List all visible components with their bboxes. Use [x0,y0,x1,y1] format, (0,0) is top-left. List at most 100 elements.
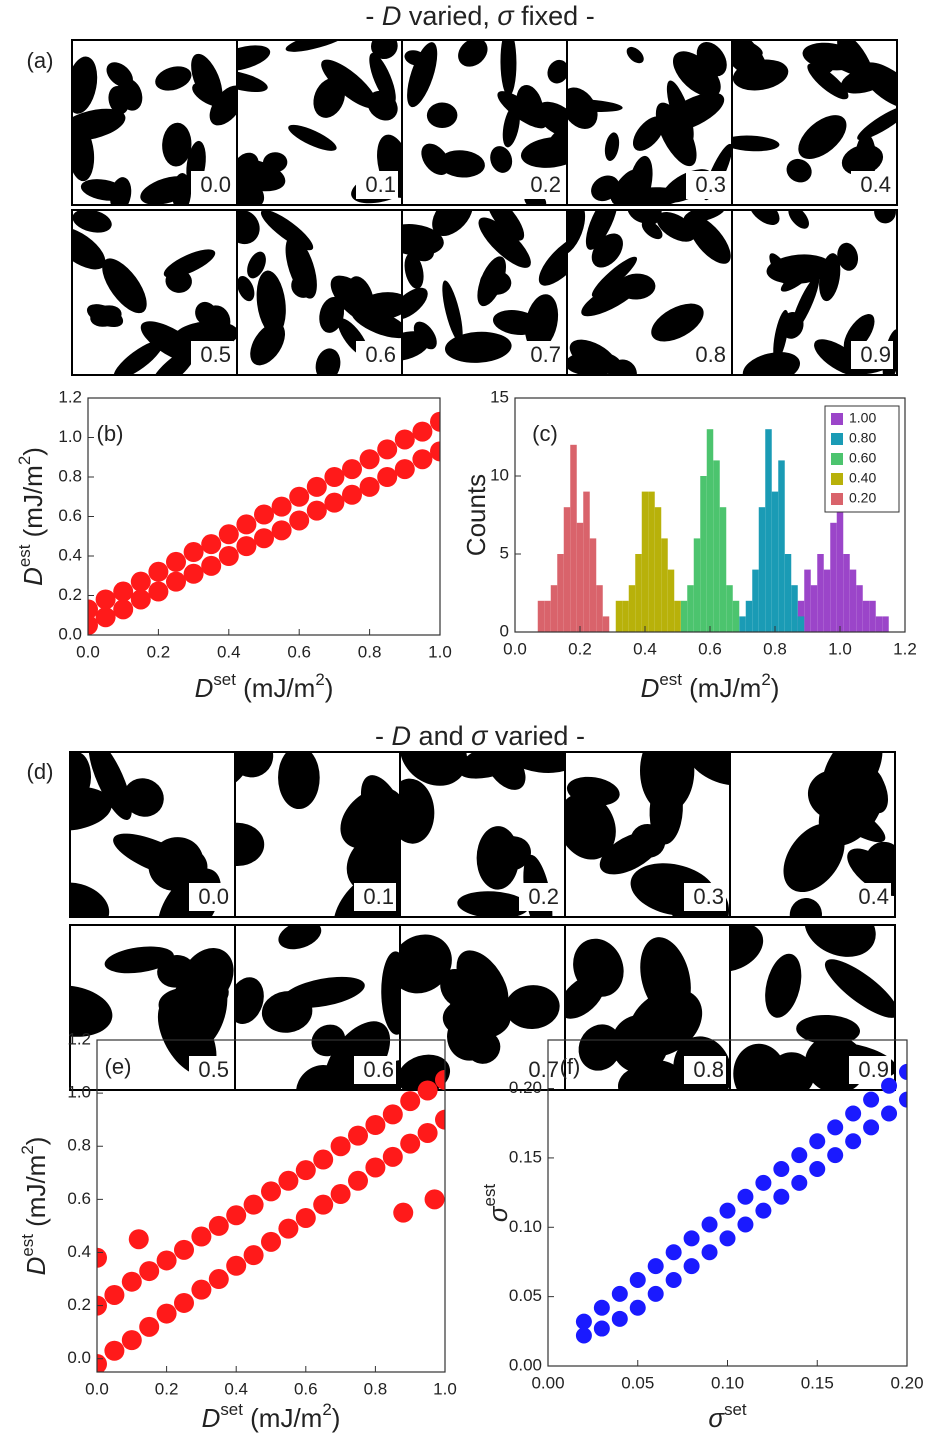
y-tick-label: 0.6 [67,1189,91,1208]
legend-swatch [831,493,843,505]
label-part: 2 [18,1145,37,1154]
point [719,1230,736,1247]
point [412,449,433,470]
point [271,496,292,517]
domain [432,210,474,236]
domain-image [732,40,897,205]
y-tick-label: 1.0 [58,427,82,446]
domain [72,56,98,114]
panel-label: (d) [27,759,54,784]
y-tick-label: 10 [490,465,509,484]
domain [688,215,731,264]
point [113,581,134,602]
point [148,561,169,582]
legend-swatch [831,433,843,445]
tile-label: 0.9 [860,342,891,367]
tile-border [731,39,898,206]
plot-frame [96,1039,446,1373]
point [191,1226,212,1247]
point [174,1292,194,1313]
domain [798,115,847,159]
tile-label-bg [684,883,726,911]
hist-bar [713,460,720,632]
domain [860,62,897,110]
point [306,500,327,521]
domain [261,991,313,1033]
point [382,1146,403,1167]
legend-label: 0.20 [849,490,876,506]
point [827,1119,844,1136]
y-tick-label: 0.8 [67,1136,91,1155]
point [208,1269,229,1290]
hist-bar [830,522,837,632]
domain [813,52,836,75]
hist-bar [765,429,772,632]
point [330,1136,351,1157]
domain [295,1065,344,1090]
tile-label-bg [189,883,231,911]
point [899,1091,907,1108]
point [243,1194,264,1215]
domain [330,275,383,325]
point [121,1330,142,1351]
domain [502,104,520,148]
tile-label-bg [356,171,398,199]
y-tick-label: 0.4 [58,545,82,564]
y-tick-label: 1.2 [58,387,82,406]
domain [80,179,127,201]
domain [816,794,886,843]
point [88,615,98,635]
domain-image [72,40,237,205]
domain [578,1024,622,1071]
point [665,1271,682,1288]
domain [256,270,286,336]
point [271,520,292,541]
point [809,1161,826,1178]
domain [789,898,822,917]
domain [179,948,234,1009]
hist-bar [537,600,545,632]
tile-label: 0.4 [858,884,889,909]
domain [247,251,266,279]
point [95,607,116,628]
hist-bar [882,616,889,632]
panel-label: (c) [532,421,558,446]
domain [627,155,653,205]
domain [195,301,217,326]
tile-label: 0.5 [198,1057,229,1082]
domain [765,953,802,1018]
y-tick-label: 0.2 [67,1295,91,1314]
domain [788,210,809,229]
point [104,1284,125,1305]
hist-bar [836,507,844,632]
domain [585,210,618,250]
point [148,581,169,602]
label-part: (mJ/m [21,1155,51,1234]
domain [807,63,849,100]
x-tick-label: 0.8 [358,642,382,661]
point [295,1207,316,1228]
point [324,467,345,487]
point [755,1174,772,1191]
domain [321,59,378,109]
point [208,1215,229,1236]
tile-label-bg [189,1056,231,1084]
domain [400,752,468,786]
section-heading: - D varied, σ fixed - [365,1,594,31]
y-tick-label: 15 [490,387,509,406]
tile-label: 0.5 [200,342,231,367]
hist-bar [804,569,811,632]
domain [565,793,616,860]
hist-bar [869,600,876,632]
domain [288,124,337,151]
point [809,1133,826,1150]
tile-label-bg [686,171,728,199]
domain [360,775,400,853]
tile-label-bg [519,1056,561,1084]
tile-label-bg [356,341,398,369]
x-tick-label: 0.4 [224,1379,248,1398]
point [845,1105,862,1122]
label-part: ) [18,447,48,456]
label-part: fixed - [514,1,595,31]
domain [172,173,192,205]
